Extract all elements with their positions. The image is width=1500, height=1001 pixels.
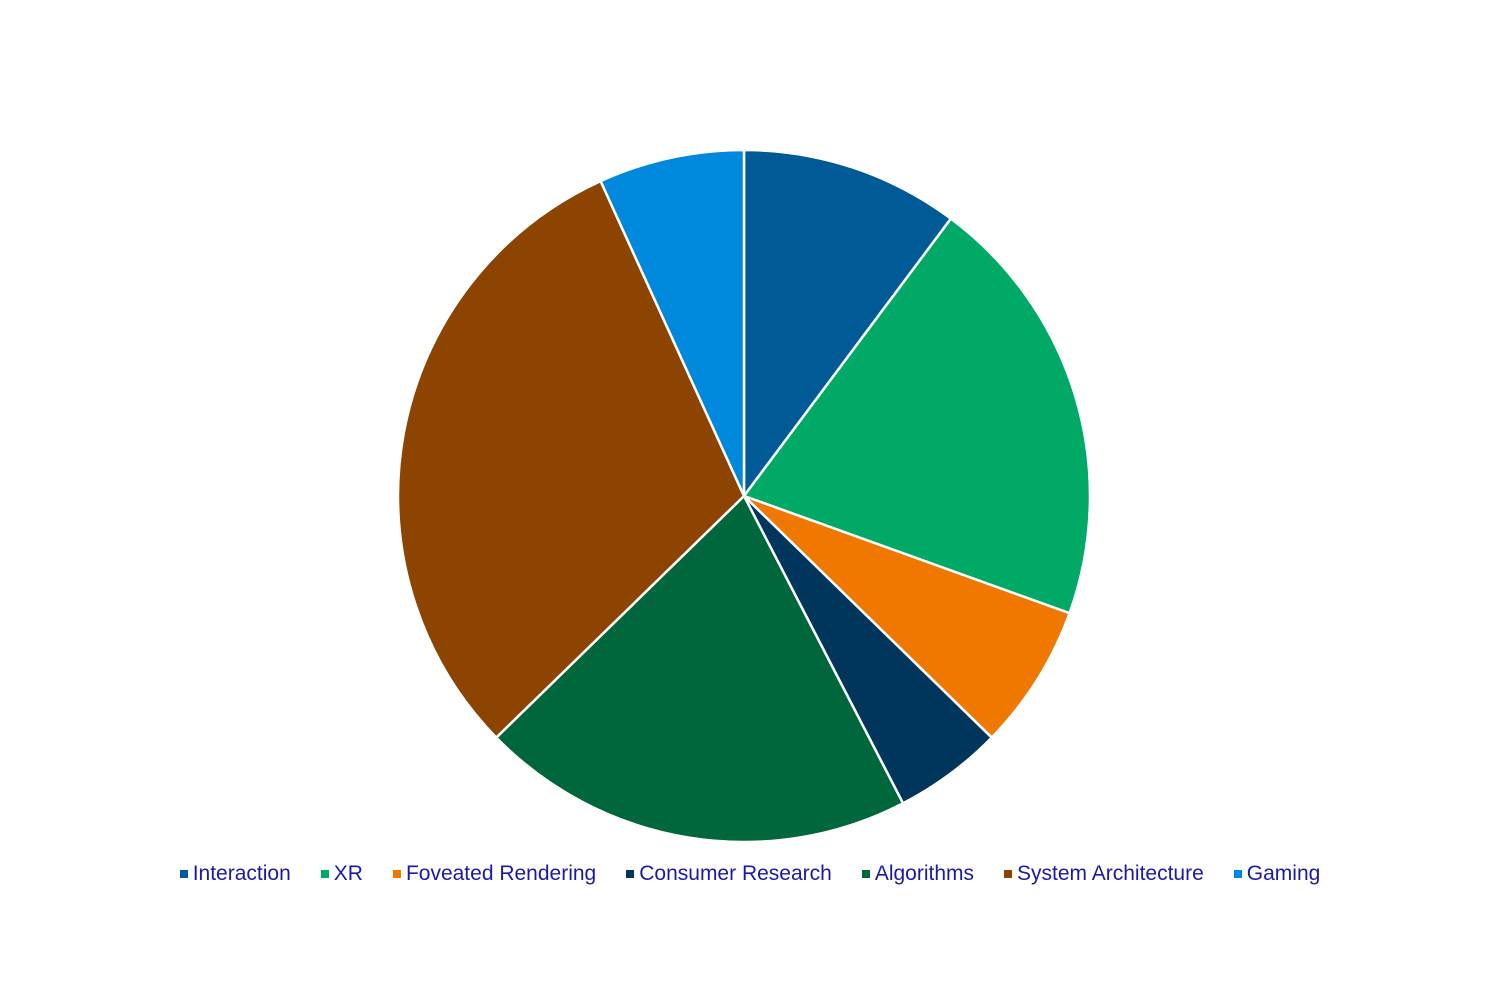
legend-item: Gaming: [1233, 862, 1321, 886]
legend-swatch: [861, 870, 870, 878]
pie-slice-interaction: [742, 148, 953, 498]
legend-swatch: [1233, 870, 1242, 878]
legend-item: System Architecture: [1004, 862, 1204, 886]
legend-label: Gaming: [1246, 862, 1321, 885]
legend-item: Algorithms: [861, 862, 975, 886]
pie-slice-gaming: [599, 148, 746, 498]
legend: Interaction XR Foveated Rendering Consumer …: [0, 862, 1500, 886]
pie-slice-foveated-rendering: [742, 494, 1071, 739]
legend-label: Consumer Research: [639, 862, 832, 885]
legend-label: Foveated Rendering: [405, 862, 597, 885]
legend-swatch: [392, 870, 401, 878]
legend-label: System Architecture: [1017, 862, 1204, 885]
legend-swatch: [179, 870, 188, 878]
pie-slice-system-architecture: [396, 179, 746, 739]
legend-label: Algorithms: [874, 862, 975, 885]
legend-label: Interaction: [192, 862, 291, 885]
legend-swatch: [1004, 870, 1013, 878]
pie-slice-xr: [742, 217, 1092, 615]
pie-slice-algorithms: [495, 494, 905, 844]
legend-item: Consumer Research: [626, 862, 832, 886]
legend-item: XR: [320, 862, 363, 886]
legend-swatch: [626, 870, 635, 878]
legend-item: Interaction: [179, 862, 291, 886]
legend-item: Foveated Rendering: [392, 862, 597, 886]
legend-swatch: [320, 870, 329, 878]
legend-label: XR: [333, 862, 363, 885]
